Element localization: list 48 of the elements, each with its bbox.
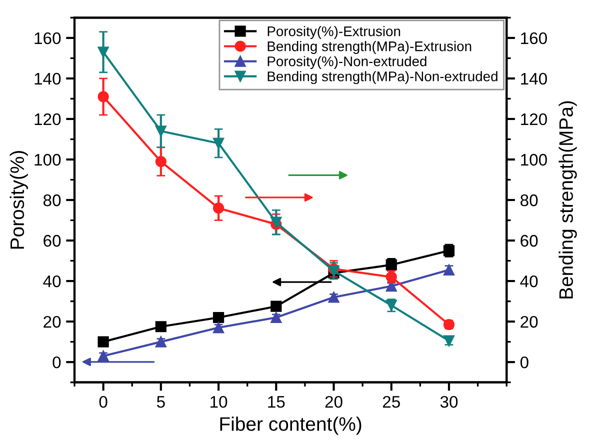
x-tick-label: 25 bbox=[382, 396, 400, 408]
y-tick-label: 100 bbox=[34, 154, 61, 166]
point bbox=[98, 336, 109, 348]
y2-tick-label: 0 bbox=[520, 356, 528, 368]
x-axis-title: Fiber content(%) bbox=[220, 416, 362, 435]
point bbox=[98, 91, 109, 102]
y2-tick-label: 120 bbox=[521, 113, 547, 126]
point bbox=[155, 156, 166, 168]
y-tick-label: 160 bbox=[34, 32, 61, 44]
y-axis-title: Porosity(%) bbox=[10, 150, 28, 249]
point bbox=[270, 300, 282, 312]
y2-tick-label: 60 bbox=[520, 234, 538, 247]
y-tick-label: 140 bbox=[34, 72, 61, 85]
y-tick-label: 80 bbox=[43, 194, 61, 206]
x-tick-label: 10 bbox=[210, 396, 228, 408]
x-tick-label: 30 bbox=[440, 396, 458, 408]
y2-tick-label: 160 bbox=[521, 32, 547, 44]
point bbox=[328, 292, 340, 303]
legend-label: Bending strength(MPa)-Extrusion bbox=[268, 41, 472, 54]
x-tick-label: 15 bbox=[268, 396, 285, 408]
y-tick-label: 0 bbox=[52, 356, 61, 368]
y-tick-label: 40 bbox=[43, 275, 61, 288]
point bbox=[212, 322, 224, 334]
y-tick-label: 20 bbox=[44, 316, 61, 328]
y-tick-label: 120 bbox=[34, 113, 61, 126]
y2-tick-label: 40 bbox=[520, 275, 538, 288]
point bbox=[155, 126, 166, 137]
point bbox=[212, 202, 224, 214]
y-tick-label: 60 bbox=[44, 234, 61, 247]
point bbox=[443, 335, 455, 346]
point bbox=[98, 350, 109, 362]
y2-tick-label: 100 bbox=[521, 154, 547, 166]
legend-label: Bending strength(MPa)-Non-extruded bbox=[268, 71, 498, 84]
legend-label: Porosity(%)-Non-extruded bbox=[268, 56, 426, 70]
y2-tick-label: 80 bbox=[520, 194, 538, 206]
x-tick-label: 5 bbox=[156, 396, 165, 408]
legend-label: Porosity(%)-Extrusion bbox=[268, 26, 400, 39]
point bbox=[98, 46, 109, 58]
point bbox=[212, 312, 224, 324]
x-tick-label: 20 bbox=[325, 396, 342, 408]
point bbox=[443, 264, 455, 276]
y2-tick-label: 140 bbox=[521, 72, 547, 85]
y2-tick-label: 20 bbox=[520, 316, 538, 328]
point bbox=[270, 312, 282, 324]
point bbox=[155, 321, 166, 332]
y2-axis-title: Bending strength(MPa) bbox=[558, 101, 577, 298]
point bbox=[212, 138, 224, 149]
x-tick-label: 0 bbox=[99, 396, 108, 408]
